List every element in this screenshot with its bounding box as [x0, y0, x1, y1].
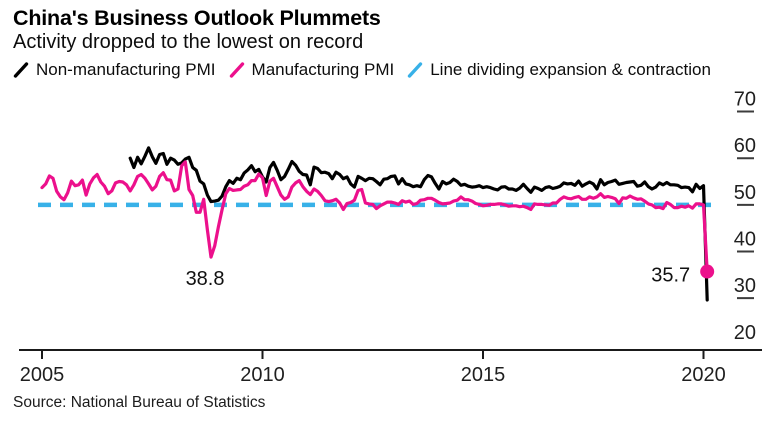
svg-text:2010: 2010: [240, 364, 285, 386]
legend-label: Non-manufacturing PMI: [36, 60, 216, 79]
source-note: Source: National Bureau of Statistics: [13, 394, 266, 411]
svg-text:70: 70: [734, 89, 756, 111]
pink-line-swatch-icon: [229, 62, 244, 78]
legend: Non-manufacturing PMI Manufacturing PMI …: [13, 60, 711, 80]
svg-text:40: 40: [734, 229, 756, 251]
svg-text:35.7: 35.7: [651, 265, 690, 287]
chart-subtitle: Activity dropped to the lowest on record: [13, 31, 364, 53]
svg-text:38.8: 38.8: [186, 268, 225, 290]
legend-label: Manufacturing PMI: [251, 60, 395, 79]
legend-item-manufacturing-pmi: Manufacturing PMI: [229, 60, 395, 80]
chart-title: China's Business Outlook Plummets: [13, 6, 381, 30]
svg-text:20: 20: [734, 322, 756, 344]
svg-text:30: 30: [734, 275, 756, 297]
black-line-swatch-icon: [13, 62, 29, 78]
svg-text:50: 50: [734, 182, 756, 204]
svg-text:2005: 2005: [20, 364, 65, 386]
legend-item-non-manufacturing-pmi: Non-manufacturing PMI: [13, 60, 216, 80]
svg-text:60: 60: [734, 135, 756, 157]
legend-label: Line dividing expansion & contraction: [430, 60, 711, 79]
svg-text:2015: 2015: [461, 364, 506, 386]
legend-item-expansion-contraction-line: Line dividing expansion & contraction: [407, 60, 711, 80]
blue-line-swatch-icon: [408, 62, 423, 78]
svg-text:2020: 2020: [681, 364, 726, 386]
